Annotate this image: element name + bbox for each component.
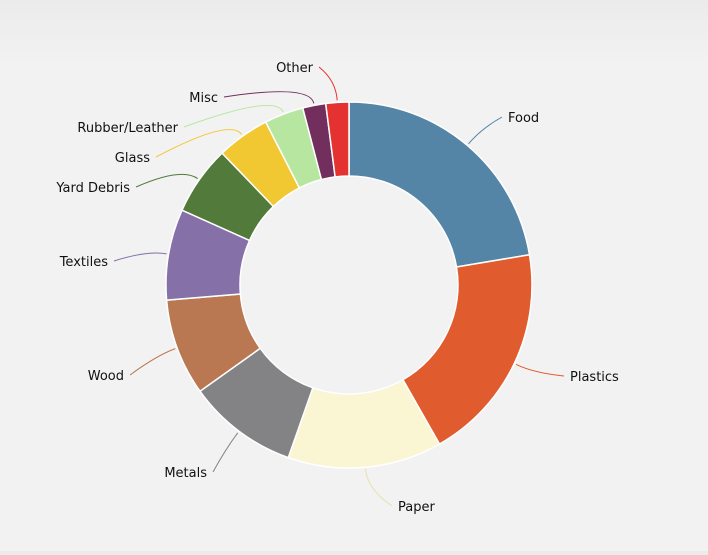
leader-line-food bbox=[468, 116, 503, 145]
leader-line-yard-debris bbox=[135, 173, 198, 188]
slices-group bbox=[165, 101, 533, 469]
leader-line-plastics bbox=[515, 363, 565, 377]
slice-label-metals: Metals bbox=[164, 466, 207, 481]
slice-label-other: Other bbox=[276, 61, 314, 76]
slice-food[interactable] bbox=[348, 101, 531, 268]
leader-line-rubber-leather bbox=[183, 104, 284, 128]
leader-line-metals bbox=[212, 432, 239, 473]
leader-line-wood bbox=[129, 348, 176, 376]
leader-line-misc bbox=[223, 91, 315, 104]
slice-other[interactable] bbox=[324, 101, 350, 178]
leader-line-textiles bbox=[113, 252, 167, 262]
slice-label-rubber-leather: Rubber/Leather bbox=[77, 121, 178, 136]
slice-label-yard-debris: Yard Debris bbox=[55, 181, 130, 196]
leader-lines-group bbox=[113, 66, 565, 507]
leader-line-glass bbox=[155, 129, 243, 158]
leader-line-other bbox=[318, 66, 338, 101]
slice-label-food: Food bbox=[508, 111, 539, 126]
slice-label-textiles: Textiles bbox=[59, 255, 109, 270]
slice-label-wood: Wood bbox=[88, 369, 124, 384]
leader-line-paper bbox=[365, 469, 393, 507]
slice-label-glass: Glass bbox=[115, 151, 150, 166]
slice-label-paper: Paper bbox=[398, 500, 435, 515]
slice-label-misc: Misc bbox=[189, 91, 218, 106]
slice-label-plastics: Plastics bbox=[570, 370, 619, 385]
slice-labels-group: Food Plastics Paper Metals Wood Textiles Yard … bbox=[55, 61, 619, 515]
